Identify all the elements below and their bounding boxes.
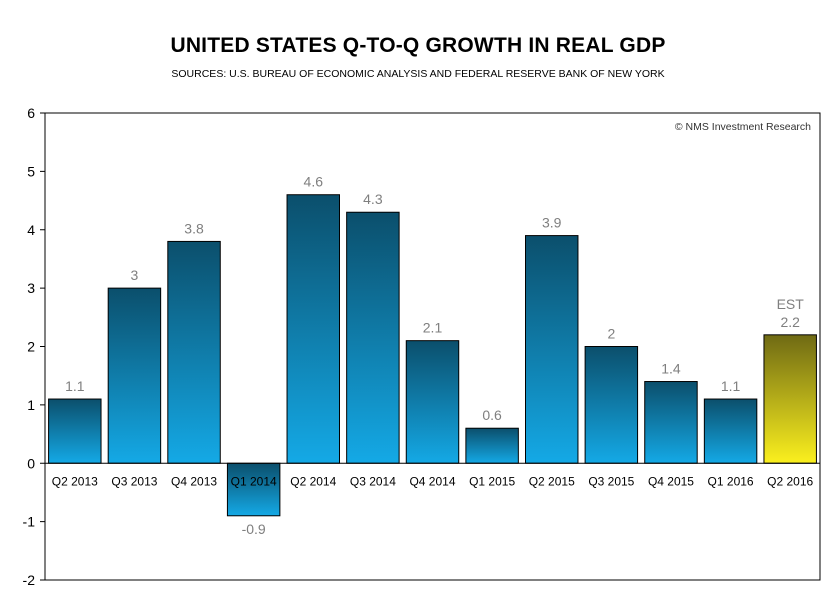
bar: [584, 346, 639, 464]
bar: [226, 462, 281, 517]
data-label: 2.1: [423, 320, 443, 336]
x-tick-label: Q1 2014: [231, 474, 277, 488]
data-label: 2: [607, 326, 615, 342]
estimate-label: EST: [777, 296, 805, 312]
y-tick-label: 5: [27, 163, 35, 179]
data-label: 1.1: [721, 378, 741, 394]
bar: [48, 398, 102, 464]
x-tick-label: Q2 2015: [529, 474, 575, 488]
data-label: 1.1: [65, 378, 85, 394]
bar: [465, 427, 519, 464]
x-tick-label: Q2 2016: [767, 474, 813, 488]
bar: [703, 398, 758, 464]
x-axis-labels: Q2 2013 Q3 2013 Q4 2013 Q1 2014 Q2 2014 Q3 20…: [52, 474, 814, 488]
bar: [107, 287, 162, 464]
data-label: -0.9: [242, 521, 266, 537]
x-tick-label: Q2 2013: [52, 474, 98, 488]
data-label: 3.9: [542, 215, 562, 231]
x-tick-label: Q2 2014: [290, 474, 336, 488]
bar: [525, 235, 579, 464]
bar: [286, 194, 340, 464]
chart-subtitle: SOURCES: U.S. BUREAU OF ECONOMIC ANALYSI…: [171, 68, 665, 80]
bars: [48, 194, 817, 517]
x-tick-label: Q4 2015: [648, 474, 694, 488]
y-axis: -2 -1 0 1 2 3 4 5 6: [23, 105, 45, 588]
x-tick-label: Q3 2015: [588, 474, 634, 488]
y-tick-label: 3: [27, 280, 35, 296]
x-tick-label: Q3 2014: [350, 474, 396, 488]
x-tick-label: Q4 2014: [409, 474, 455, 488]
bar: [167, 240, 221, 464]
y-tick-label: -2: [23, 572, 36, 588]
data-labels: 1.1 3 3.8 -0.9 4.6 4.3 2.1 0.6 3.9 2 1.4 1.1 2.2 EST: [65, 174, 804, 537]
y-tick-label: 1: [27, 397, 35, 413]
bar: [346, 211, 400, 464]
y-tick-label: -1: [23, 514, 36, 530]
bar: [644, 381, 698, 464]
x-tick-label: Q4 2013: [171, 474, 217, 488]
bar-estimate: [763, 334, 817, 464]
x-tick-label: Q1 2016: [708, 474, 754, 488]
x-tick-label: Q1 2015: [469, 474, 515, 488]
data-label: 2.2: [780, 314, 800, 330]
chart-title: UNITED STATES Q-TO-Q GROWTH IN REAL GDP: [170, 34, 666, 57]
watermark-text: © NMS Investment Research: [675, 121, 811, 133]
data-label: 0.6: [482, 407, 502, 423]
y-tick-label: 4: [27, 222, 35, 238]
y-tick-label: 6: [27, 105, 35, 121]
data-label: 4.3: [363, 191, 383, 207]
y-tick-label: 2: [27, 339, 35, 355]
bar: [405, 340, 460, 464]
data-label: 1.4: [661, 361, 681, 377]
data-label: 3: [131, 267, 139, 283]
data-label: 4.6: [304, 174, 324, 190]
x-tick-label: Q3 2013: [111, 474, 157, 488]
y-tick-label: 0: [27, 455, 35, 471]
data-label: 3.8: [184, 220, 204, 236]
